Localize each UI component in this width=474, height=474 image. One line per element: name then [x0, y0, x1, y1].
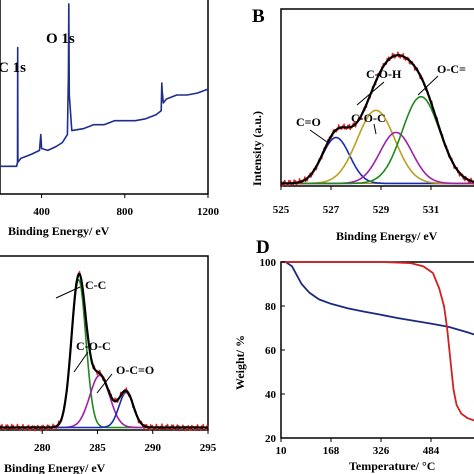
panel-a-xtick-label: 800 [117, 206, 134, 218]
panel-b-leaders [309, 75, 439, 143]
leader-o-c-o [96, 373, 113, 394]
panel-d-curves [281, 261, 474, 422]
panel-d-xtick-label: 484 [423, 445, 440, 457]
o1s-label: O 1s [46, 31, 75, 47]
panel-a-x-axis-label: Binding Energy/ eV [8, 224, 110, 238]
panel-b-letter: B [252, 6, 265, 27]
panel-c-series-c-o-c [0, 374, 208, 429]
panel-c-x-ticks: 280 285 290 295 [34, 430, 217, 454]
panel-d-letter: D [256, 237, 270, 258]
panel-c-xtick-label: 295 [200, 442, 217, 454]
panel-b-x-ticks: 52552752953153 [273, 186, 440, 216]
panel-c-frame [0, 255, 209, 431]
leader-c-o [309, 129, 328, 143]
panel-b-xtick-label: 527 [323, 204, 340, 216]
panel-d-ytick-label: 40 [265, 389, 277, 401]
panel-b-curves [280, 51, 474, 187]
panel-a-survey-line [0, 3, 209, 168]
panel-c: 280 285 290 295 C-C C-O-C O-C=O Binding Ene… [0, 255, 217, 474]
panel-c-xtick-label: 285 [89, 442, 106, 454]
panel-c-x-axis-label: Binding Energy/ eV [4, 461, 106, 474]
panel-d-frame [280, 261, 474, 439]
panel-d-xtick-label: 10 [276, 445, 288, 457]
leader-c-o-c-b [373, 123, 377, 135]
panel-d-series-red [281, 261, 474, 422]
panel-c-leaders [55, 286, 113, 394]
panel-d-xtick-label: 326 [373, 445, 390, 457]
panel-c-xtick-label: 280 [34, 442, 51, 454]
panel-d-y-axis-label: Weight/ % [233, 335, 247, 390]
panel-b: B 52552752953153 Intensity (a.u.) Bindin… [250, 6, 474, 243]
panel-b-xtick-label: 525 [273, 204, 290, 216]
leader-o-c-b [417, 75, 439, 96]
panel-a-x-ticks: 400 800 1200 [33, 194, 220, 218]
c1s-label: C 1s [0, 60, 26, 76]
panel-d-ytick-label: 100 [260, 257, 277, 269]
peak-label-o-c-o: O-C=O [116, 363, 154, 377]
panel-c-curves [0, 270, 209, 432]
panel-b-y-axis-label: Intensity (a.u.) [250, 111, 264, 186]
panel-a: 400 800 1200 C 1s O 1s Binding Energy/ eV [0, 0, 220, 238]
panel-d-x-axis-label: Temperature/ °C [349, 459, 435, 473]
panel-b-x-axis-label: Binding Energy/ eV [336, 229, 438, 243]
leader-c-c [55, 286, 81, 299]
leader-c-o-c-c [73, 351, 89, 373]
panel-b-xtick-label: 531 [423, 204, 440, 216]
panel-d-ytick-label: 60 [265, 345, 277, 357]
peak-label-o-c-b: O-C= [437, 62, 466, 76]
panel-d-series-blue [281, 261, 474, 336]
panel-b-series-fit [280, 54, 474, 185]
panel-c-xtick-label: 290 [144, 442, 161, 454]
panel-a-xtick-label: 1200 [197, 206, 220, 218]
peak-label-c-o-c-c: C-O-C [76, 339, 111, 353]
panel-d-xtick-label: 168 [323, 445, 340, 457]
leader-c-o-h [356, 81, 385, 106]
panel-a-xtick-label: 400 [33, 206, 50, 218]
panel-d-y-ticks: 20 40 60 80 100 [260, 257, 285, 445]
panel-d-x-ticks: 101683264846 [276, 438, 440, 457]
panel-c-series-c-c [0, 278, 208, 429]
panel-c-series-o-c-o [0, 391, 208, 429]
panel-a-frame [0, 0, 209, 195]
panel-c-series-fit [0, 272, 209, 429]
peak-label-c-o-c-b: C-O-C [351, 111, 386, 125]
peak-label-c-o-h: C-O-H [366, 67, 402, 81]
panel-b-xtick-label: 529 [373, 204, 390, 216]
panel-d-ytick-label: 80 [265, 301, 277, 313]
panel-b-frame [280, 8, 474, 187]
peak-label-c-o: C=O [296, 115, 321, 129]
peak-label-c-c: C-C [85, 278, 106, 292]
panel-d-ytick-label: 20 [265, 433, 277, 445]
